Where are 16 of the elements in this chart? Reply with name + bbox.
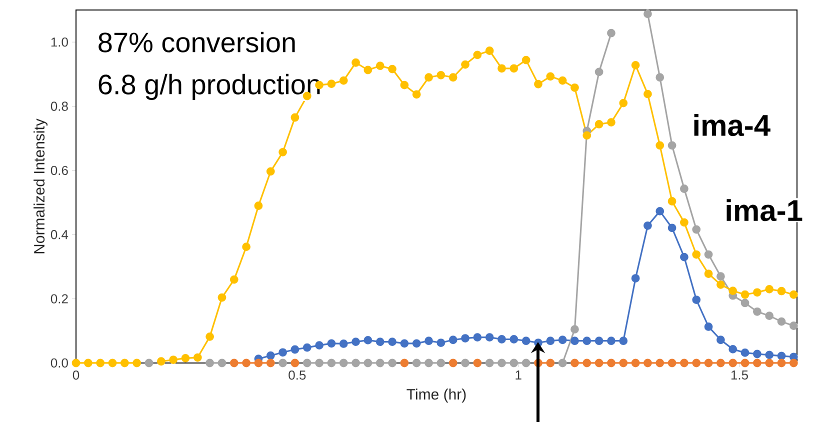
x-tick-label: 1	[516, 370, 522, 380]
x-tick-label: 0.5	[288, 370, 306, 380]
y-tick-label: 0.2	[50, 294, 68, 304]
y-axis-title: Normalized Intensity	[34, 118, 48, 254]
annotation: ima-4	[694, 114, 770, 136]
y-tick-label: 0.4	[50, 230, 68, 240]
y-tick-label: 0.0	[50, 358, 68, 368]
annotation: 6.8 g/h production	[98, 74, 320, 100]
annotation: 87% conversion	[98, 32, 295, 52]
x-tick-label: 0	[72, 370, 80, 380]
annotation: ima-1	[726, 199, 802, 222]
y-tick-label: 0.6	[50, 166, 68, 176]
y-tick-label: 0.8	[50, 102, 68, 111]
x-axis-title: Time (hr)	[406, 388, 466, 403]
x-tick-label: 1.5	[731, 370, 748, 380]
y-tick-label: 1.0	[51, 37, 68, 47]
